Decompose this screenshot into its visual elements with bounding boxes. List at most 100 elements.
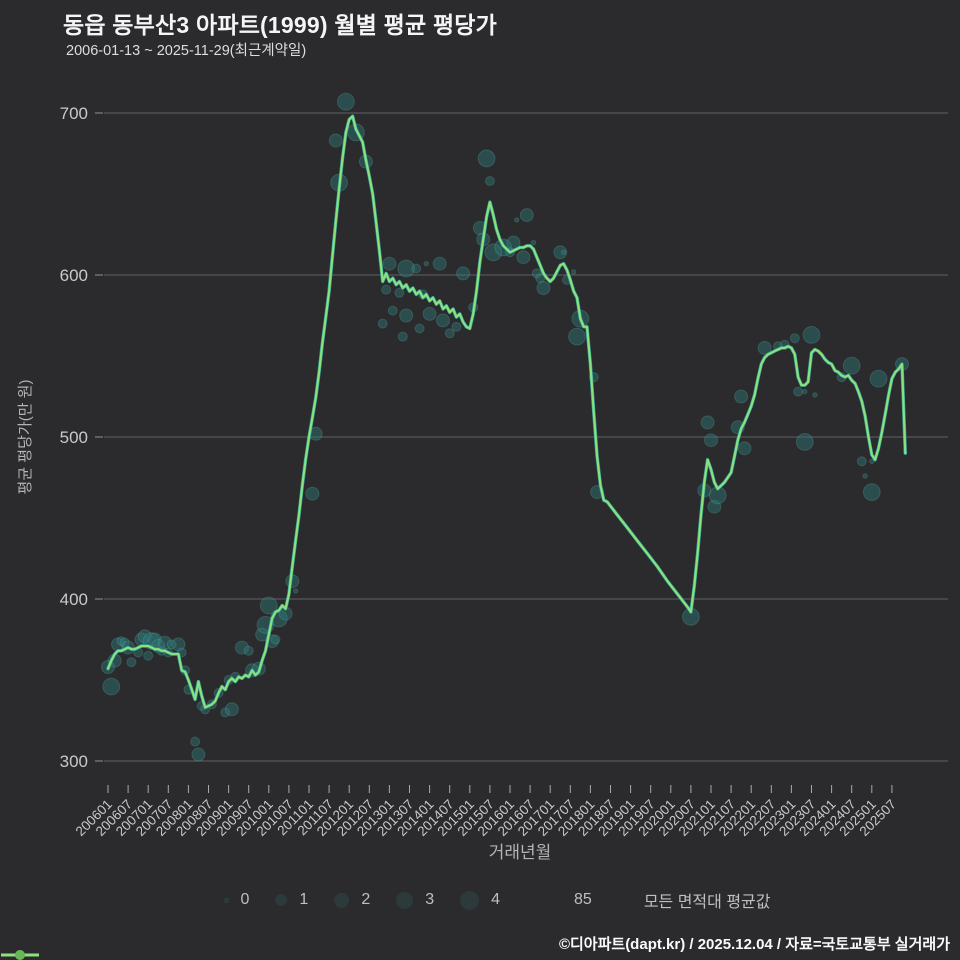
transaction-bubble[interactable] (102, 677, 121, 696)
x-axis-title: 거래년월 (489, 843, 552, 862)
legend-size-label: 1 (299, 891, 309, 908)
transaction-bubble[interactable] (802, 326, 821, 344)
line-series-average[interactable] (106, 115, 907, 709)
transaction-bubble[interactable] (397, 331, 408, 342)
legend-size-label: 0 (240, 891, 250, 908)
transaction-bubble[interactable] (530, 239, 537, 246)
transaction-bubble[interactable] (147, 632, 162, 647)
bubble-size-icon (223, 897, 229, 903)
transaction-bubble[interactable] (190, 736, 201, 747)
transaction-bubble[interactable] (789, 333, 800, 344)
price-chart[interactable]: 3004005006007002006012006072007012007072… (0, 60, 960, 880)
legend-series-85[interactable]: 85 (1, 891, 592, 960)
legend-size-1[interactable]: 1 (275, 891, 308, 909)
legend-size-3[interactable]: 3 (396, 891, 434, 909)
chart-legend: 0 1 2 3 4 85 모든 면적대 평균값 (0, 888, 960, 960)
transaction-bubble[interactable] (259, 596, 278, 615)
transaction-bubble[interactable] (707, 499, 722, 514)
transaction-bubble[interactable] (484, 243, 503, 262)
page-title: 동읍 동부산3 아파트(1999) 월별 평균 평당가 (63, 12, 498, 38)
transaction-bubble[interactable] (514, 217, 520, 223)
transaction-bubble[interactable] (126, 657, 137, 668)
legend-size-4[interactable]: 4 (460, 890, 501, 910)
transaction-bubble[interactable] (700, 415, 715, 430)
transaction-bubble[interactable] (397, 259, 416, 278)
transaction-bubble[interactable] (411, 263, 422, 274)
transaction-bubble[interactable] (137, 629, 152, 644)
transaction-bubble[interactable] (220, 707, 231, 718)
transaction-bubble[interactable] (704, 433, 718, 448)
transaction-bubble[interactable] (802, 388, 808, 395)
transaction-bubble[interactable] (553, 245, 568, 260)
transaction-bubble[interactable] (292, 588, 299, 594)
legend-series-average[interactable]: 모든 면적대 평균값 (1, 888, 771, 960)
transaction-bubble[interactable] (444, 328, 455, 339)
transaction-bubble[interactable] (571, 269, 577, 275)
transaction-bubble[interactable] (856, 456, 867, 467)
line-series-85[interactable] (106, 114, 907, 710)
y-tick-label: 700 (60, 104, 88, 123)
transaction-bubble[interactable] (270, 634, 281, 645)
transaction-bubble[interactable] (143, 650, 154, 661)
transaction-bubble[interactable] (862, 473, 868, 479)
transaction-bubble[interactable] (235, 640, 249, 655)
bubble-size-icon (396, 891, 414, 909)
date-range-subtitle: 2006-01-13 ~ 2025-11-29(최근계약일) (66, 43, 307, 59)
transaction-bubble[interactable] (337, 92, 355, 111)
transaction-bubble[interactable] (436, 313, 450, 328)
transaction-bubble[interactable] (422, 306, 437, 321)
transaction-bubble[interactable] (328, 133, 343, 148)
transaction-bubble[interactable] (191, 747, 206, 762)
transaction-bubble[interactable] (119, 637, 130, 648)
transaction-bubble[interactable] (243, 645, 254, 656)
y-axis-title: 평균 평당가(만 원) (17, 380, 34, 495)
transaction-bubble[interactable] (795, 433, 814, 451)
transaction-bubble[interactable] (477, 149, 496, 168)
legend-series-label: 모든 면적대 평균값 (643, 894, 771, 911)
transaction-bubble[interactable] (812, 392, 818, 398)
transaction-bubble[interactable] (757, 340, 772, 355)
transaction-bubble[interactable] (560, 249, 567, 256)
transaction-bubble[interactable] (862, 483, 881, 502)
transaction-bubble[interactable] (568, 327, 586, 346)
legend-size-label: 2 (361, 891, 371, 908)
transaction-bubble[interactable] (535, 273, 546, 284)
transaction-bubble[interactable] (793, 386, 804, 397)
transaction-bubble[interactable] (423, 261, 429, 267)
transaction-bubble[interactable] (456, 266, 471, 281)
transaction-bubble[interactable] (224, 702, 239, 717)
transaction-bubble[interactable] (166, 639, 177, 650)
legend-series-label: 85 (574, 891, 592, 908)
transaction-bubble[interactable] (842, 356, 861, 375)
source-credit: ©디아파트(dapt.kr) / 2025.12.04 / 자료=국토교통부 실… (558, 936, 950, 953)
transaction-bubble[interactable] (171, 637, 186, 652)
legend-size-label: 3 (425, 891, 435, 908)
transaction-bubble[interactable] (516, 250, 531, 265)
transaction-bubble[interactable] (305, 486, 320, 501)
transaction-bubble[interactable] (377, 318, 388, 329)
transaction-bubble[interactable] (531, 268, 542, 279)
bubble-size-icon (275, 894, 288, 906)
transaction-bubble[interactable] (381, 284, 392, 295)
transaction-bubble[interactable] (387, 305, 398, 316)
transaction-bubble[interactable] (432, 256, 447, 271)
bubble-size-icon (460, 890, 480, 910)
y-tick-label: 600 (60, 266, 88, 285)
transaction-bubble[interactable] (536, 281, 551, 295)
legend-size-0[interactable]: 0 (223, 891, 250, 909)
transaction-bubble[interactable] (737, 441, 752, 456)
transaction-bubble[interactable] (519, 208, 534, 223)
transaction-bubble[interactable] (399, 308, 414, 323)
transaction-bubble[interactable] (869, 369, 888, 388)
transaction-bubble[interactable] (394, 287, 405, 298)
legend-size-2[interactable]: 2 (334, 891, 370, 909)
transaction-bubble[interactable] (414, 323, 425, 334)
transaction-bubble[interactable] (484, 176, 495, 186)
transaction-bubble[interactable] (451, 321, 462, 332)
legend-size-label: 4 (491, 891, 501, 908)
transaction-bubble[interactable] (734, 389, 749, 404)
transaction-bubble[interactable] (869, 458, 875, 464)
transaction-bubble[interactable] (382, 256, 397, 271)
transaction-bubble[interactable] (116, 636, 127, 647)
